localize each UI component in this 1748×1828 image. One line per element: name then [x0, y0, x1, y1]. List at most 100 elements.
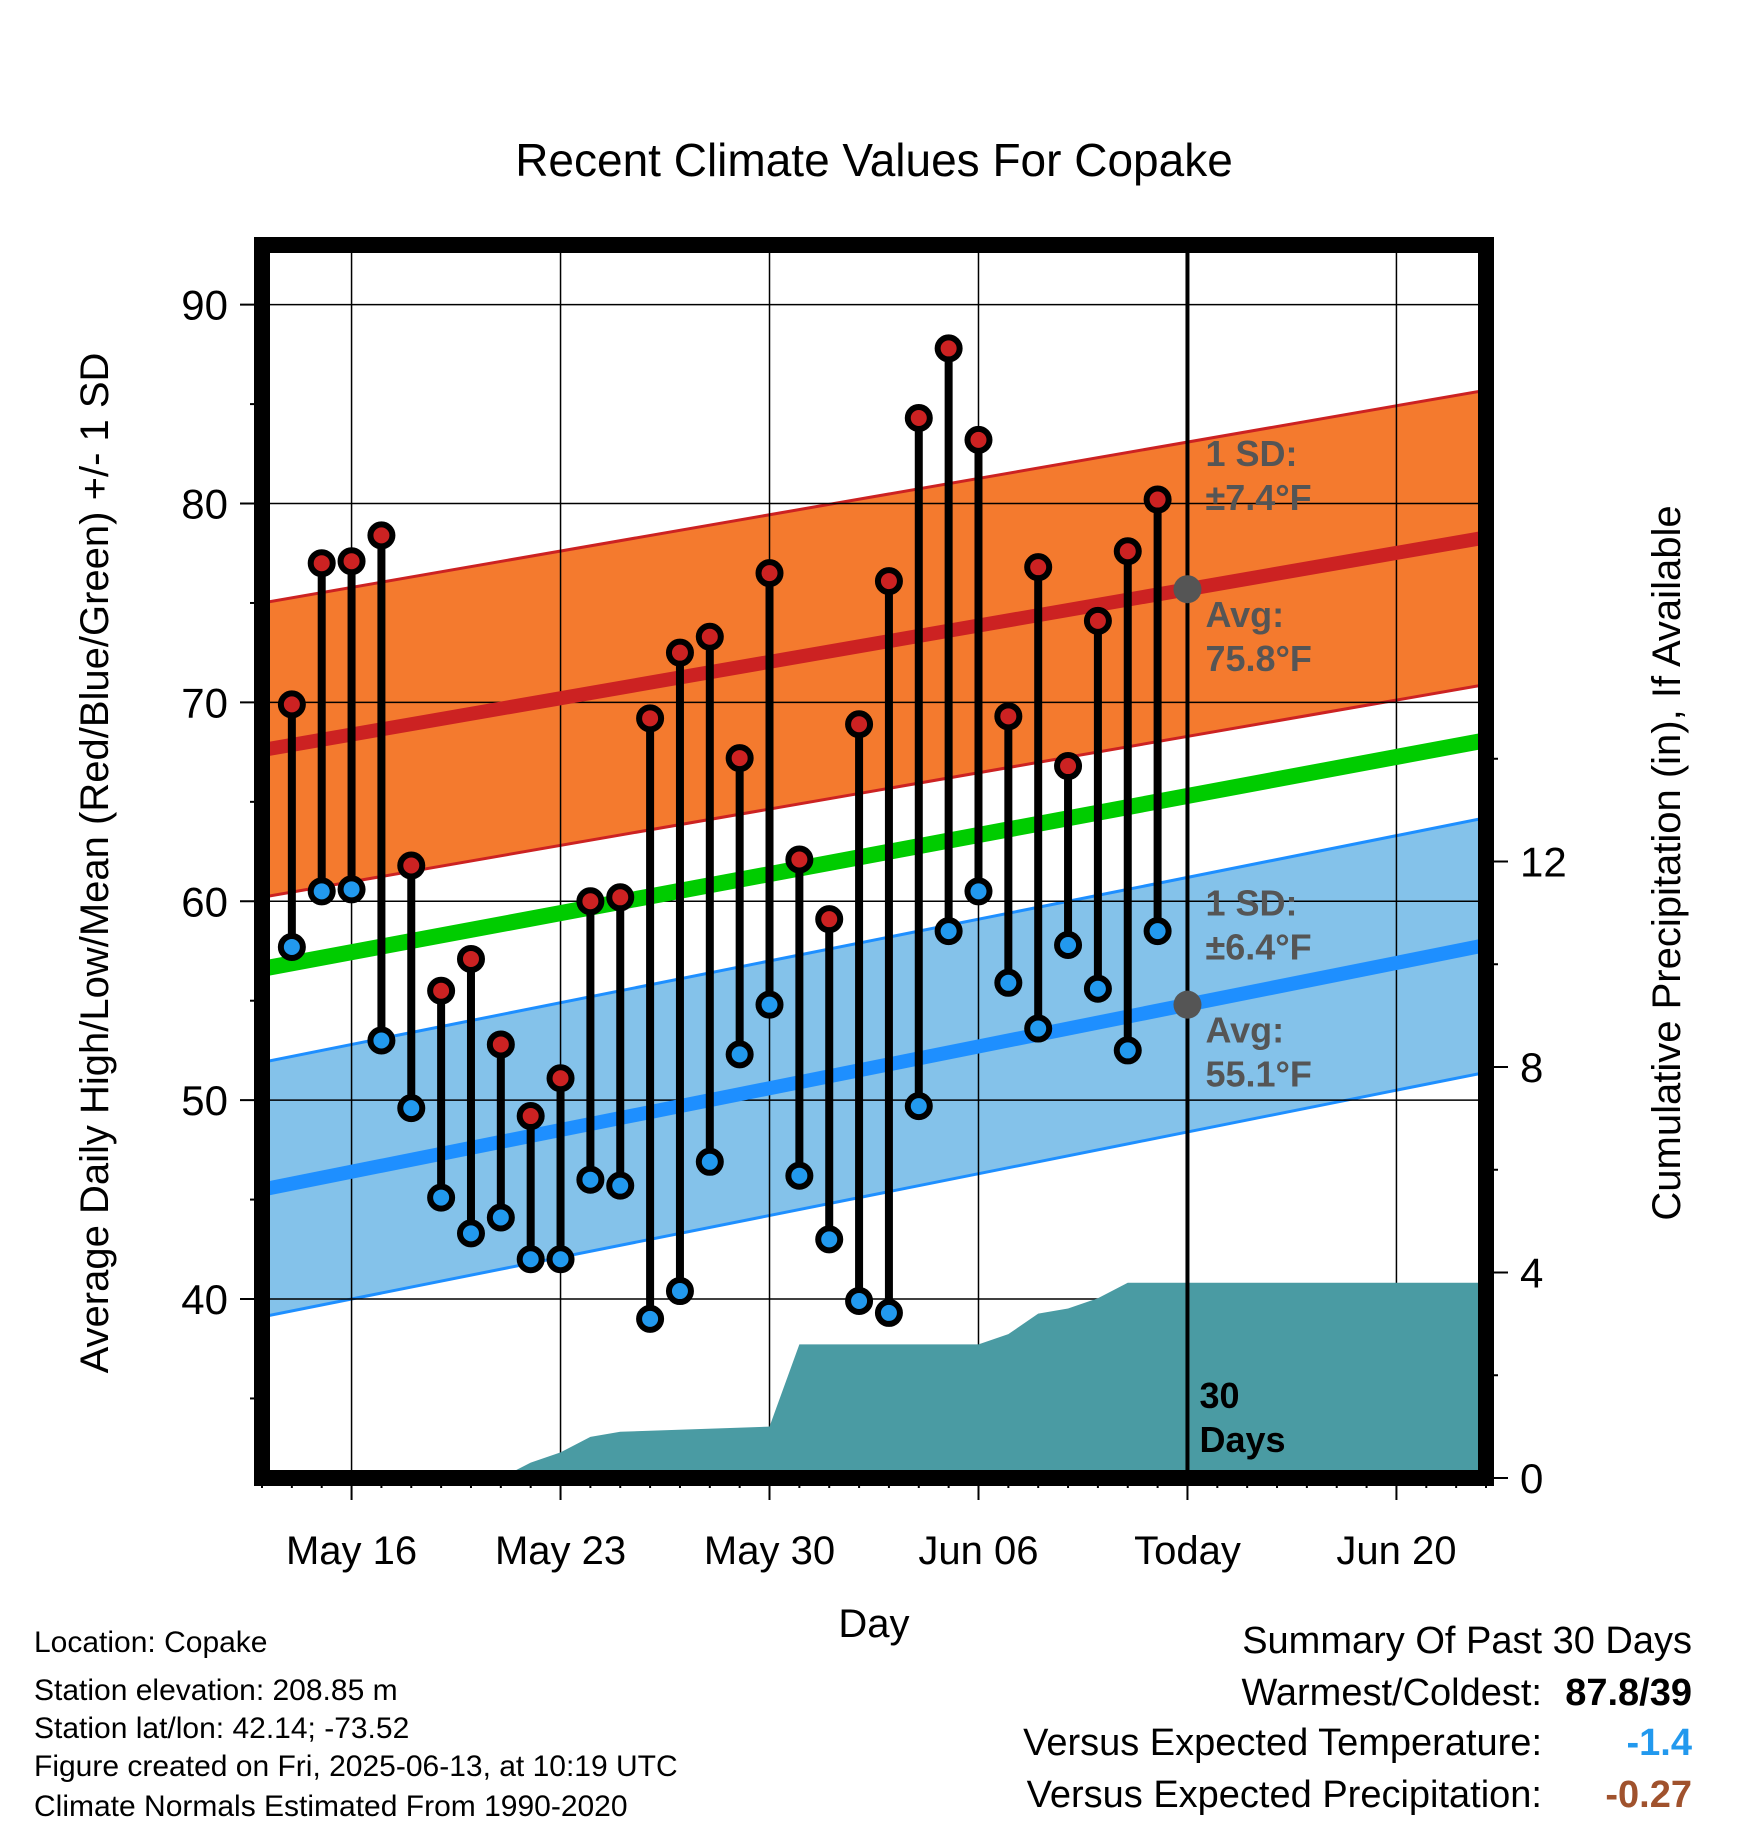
y-tick-label: 70 — [181, 679, 228, 726]
y2-tick-label: 8 — [1520, 1044, 1543, 1091]
high-point — [1024, 553, 1053, 582]
high-point — [606, 883, 635, 912]
x-tick-label: Today — [1134, 1529, 1241, 1573]
y2-tick-label: 4 — [1520, 1250, 1543, 1297]
high-point — [755, 559, 784, 588]
low-point — [665, 1277, 694, 1306]
high-point — [1083, 606, 1112, 635]
y-tick-label: 90 — [181, 282, 228, 329]
temp-value: -1.4 — [1626, 1722, 1692, 1764]
days-annotation: Days — [1199, 1419, 1285, 1460]
high-sd-band-lower — [262, 683, 1486, 899]
high-point — [874, 567, 903, 596]
low-point — [695, 1147, 724, 1176]
low-point — [456, 1219, 485, 1248]
high-point — [427, 976, 456, 1005]
summary-warmest: Warmest/Coldest: 87.8/39 — [1241, 1672, 1692, 1715]
days-annotation: 30 — [1199, 1375, 1239, 1416]
y-tick-label: 80 — [181, 481, 228, 528]
footer-normals: Climate Normals Estimated From 1990-2020 — [34, 1790, 628, 1823]
today-high-average-marker — [1173, 575, 1202, 604]
high-point — [367, 521, 396, 550]
high-point — [636, 704, 665, 733]
y2-tick-label: 0 — [1520, 1455, 1543, 1502]
warmest-label: Warmest/Coldest: — [1241, 1672, 1542, 1714]
low-point — [1113, 1036, 1142, 1065]
high-point — [307, 549, 336, 578]
high-point — [456, 944, 485, 973]
low-point — [725, 1040, 754, 1069]
high-avg-annotation: 75.8°F — [1205, 638, 1311, 679]
footer-latlon: Station lat/lon: 42.14; -73.52 — [34, 1712, 410, 1745]
low-point — [1143, 917, 1172, 946]
low-point — [815, 1225, 844, 1254]
low-point — [785, 1161, 814, 1190]
low-point — [1083, 974, 1112, 1003]
low-point — [397, 1094, 426, 1123]
today-low-average-marker — [1173, 990, 1202, 1019]
low-point — [636, 1304, 665, 1333]
high-point — [994, 702, 1023, 731]
low-point — [994, 968, 1023, 997]
low-point — [904, 1092, 933, 1121]
low-point — [755, 990, 784, 1019]
x-tick-label: Jun 20 — [1336, 1529, 1456, 1573]
high-point — [695, 622, 724, 651]
low-point — [427, 1183, 456, 1212]
high-point — [904, 404, 933, 433]
axes: 40 50 60 70 80 90 0 4 8 12 May 16 May 23 May 30 Jun 0… — [181, 237, 1567, 1573]
low-point — [486, 1203, 515, 1232]
high-sd-annotation: ±7.4°F — [1205, 477, 1311, 518]
mean-line — [262, 732, 1486, 977]
low-sd-band-upper — [262, 816, 1486, 1064]
high-point — [1113, 537, 1142, 566]
low-point — [964, 877, 993, 906]
summary-title-text: Summary Of Past 30 Days — [1242, 1620, 1692, 1662]
x-axis-label: Day — [838, 1602, 909, 1646]
low-point — [1024, 1014, 1053, 1043]
low-point — [277, 933, 306, 962]
temp-label: Versus Expected Temperature: — [1023, 1722, 1542, 1764]
low-point — [546, 1245, 575, 1274]
low-point — [934, 917, 963, 946]
high-sd-band-upper — [262, 388, 1486, 605]
x-tick-label: May 23 — [495, 1529, 626, 1573]
low-sd-annotation: ±6.4°F — [1205, 926, 1311, 967]
summary-temp: Versus Expected Temperature: -1.4 — [1023, 1722, 1692, 1765]
precip-label: Versus Expected Precipitation: — [1026, 1774, 1542, 1816]
footer-elevation: Station elevation: 208.85 m — [34, 1674, 398, 1707]
footer-location: Location: Copake — [34, 1626, 268, 1659]
high-point — [964, 425, 993, 454]
high-point — [516, 1102, 545, 1131]
precip-value: -0.27 — [1605, 1774, 1692, 1816]
low-point — [874, 1298, 903, 1327]
precipitation-area — [262, 1282, 1486, 1478]
high-point — [1143, 485, 1172, 514]
x-tick-label: May 30 — [704, 1529, 835, 1573]
y-axis-label: Average Daily High/Low/Mean (Red/Blue/Gr… — [73, 353, 117, 1374]
summary-title: Summary Of Past 30 Days — [1242, 1620, 1692, 1663]
high-avg-annotation: Avg: — [1205, 594, 1284, 635]
high-point — [785, 845, 814, 874]
high-point — [576, 887, 605, 916]
low-point — [516, 1245, 545, 1274]
high-point — [845, 710, 874, 739]
y-tick-label: 60 — [181, 878, 228, 925]
low-point — [337, 875, 366, 904]
x-tick-label: Jun 06 — [918, 1529, 1038, 1573]
y2-axis-label: Cumulative Precipitation (in), If Availa… — [1645, 505, 1689, 1220]
x-tick-label: May 16 — [286, 1529, 417, 1573]
high-point — [546, 1064, 575, 1093]
low-sd-annotation: 1 SD: — [1205, 882, 1297, 923]
high-point — [815, 905, 844, 934]
high-point — [725, 744, 754, 773]
low-point — [307, 877, 336, 906]
low-point — [606, 1171, 635, 1200]
high-sd-annotation: 1 SD: — [1205, 433, 1297, 474]
chart-title: Recent Climate Values For Copake — [515, 134, 1233, 186]
low-point — [367, 1026, 396, 1055]
y-tick-label: 50 — [181, 1077, 228, 1124]
low-avg-annotation: 55.1°F — [1205, 1054, 1311, 1095]
